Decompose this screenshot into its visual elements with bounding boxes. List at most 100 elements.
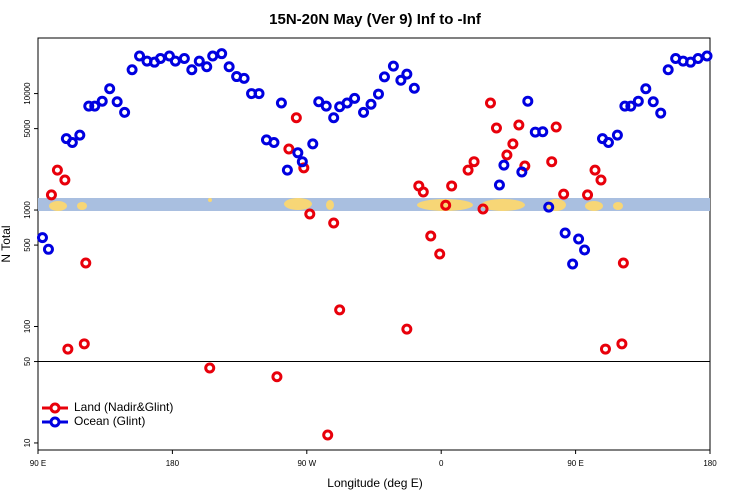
legend-label: Ocean (Glint) [74,414,145,428]
point [516,166,528,178]
point [201,61,213,73]
x-tick-label: 90 W [297,459,316,468]
point [42,243,54,255]
y-tick-label: 1000 [23,201,32,219]
point [349,92,361,104]
point [625,100,637,112]
y-tick-label: 500 [23,238,32,252]
point [365,98,377,110]
point [322,429,334,441]
y-tick-label: 10000 [23,82,32,105]
point [632,95,644,107]
point [74,129,86,141]
point [582,189,594,201]
point [169,55,181,67]
point [341,97,353,109]
point [546,156,558,168]
plot-frame [37,37,711,451]
point [62,343,74,355]
point [559,227,571,239]
point [45,189,57,201]
point [498,159,510,171]
point [328,112,340,124]
point [440,199,452,211]
point [296,156,308,168]
x-tick-label: 180 [166,459,180,468]
point [292,147,304,159]
point [484,97,496,109]
y-axis-label: N Total [0,225,13,262]
point [408,82,420,94]
point [253,88,265,100]
land-blob [481,199,525,211]
point [313,96,325,108]
point [662,64,674,76]
land-blob [284,198,312,210]
point [89,100,101,112]
point [96,95,108,107]
point [111,96,123,108]
land-blob [585,201,603,211]
point [83,100,95,112]
point [537,126,549,138]
x-axis-label: Longitude (deg E) [327,476,422,490]
point [186,64,198,76]
point [425,230,437,242]
point [290,112,302,124]
point [328,217,340,229]
point [387,60,399,72]
point [550,121,562,133]
point [589,164,601,176]
point [178,53,190,65]
legend-label: Land (Nadir&Glint) [74,400,173,414]
point [446,180,458,192]
point [490,122,502,134]
point [80,257,92,269]
point [78,338,90,350]
point [417,186,429,198]
point [320,100,332,112]
point [395,74,407,86]
point [573,233,585,245]
land-blob [49,201,67,211]
point [617,257,629,269]
point [558,188,570,200]
point [507,138,519,150]
point [207,50,219,62]
point [104,83,116,95]
point [66,137,78,149]
point [401,323,413,335]
point [134,50,146,62]
point [378,71,390,83]
point [701,50,713,62]
series [45,97,629,441]
point [462,164,474,176]
ocean-strip [38,198,710,211]
point [477,203,489,215]
y-tick-label: 10 [23,438,32,447]
point [304,208,316,220]
point [307,138,319,150]
point [51,164,63,176]
point [599,343,611,355]
point [271,371,283,383]
point [611,129,623,141]
land-blob [208,198,212,202]
point [655,107,667,119]
land-blob [613,202,623,210]
point [579,244,591,256]
land-blob [417,199,473,211]
legend-marker [49,402,61,414]
point [283,143,295,155]
point [223,61,235,73]
x-tick-label: 90 E [567,459,583,468]
y-tick-label: 50 [23,357,32,366]
point [401,68,413,80]
land-blob [546,199,566,211]
point [567,258,579,270]
point [595,174,607,186]
x-tick-label: 90 E [30,459,46,468]
point [543,201,555,213]
point [640,83,652,95]
